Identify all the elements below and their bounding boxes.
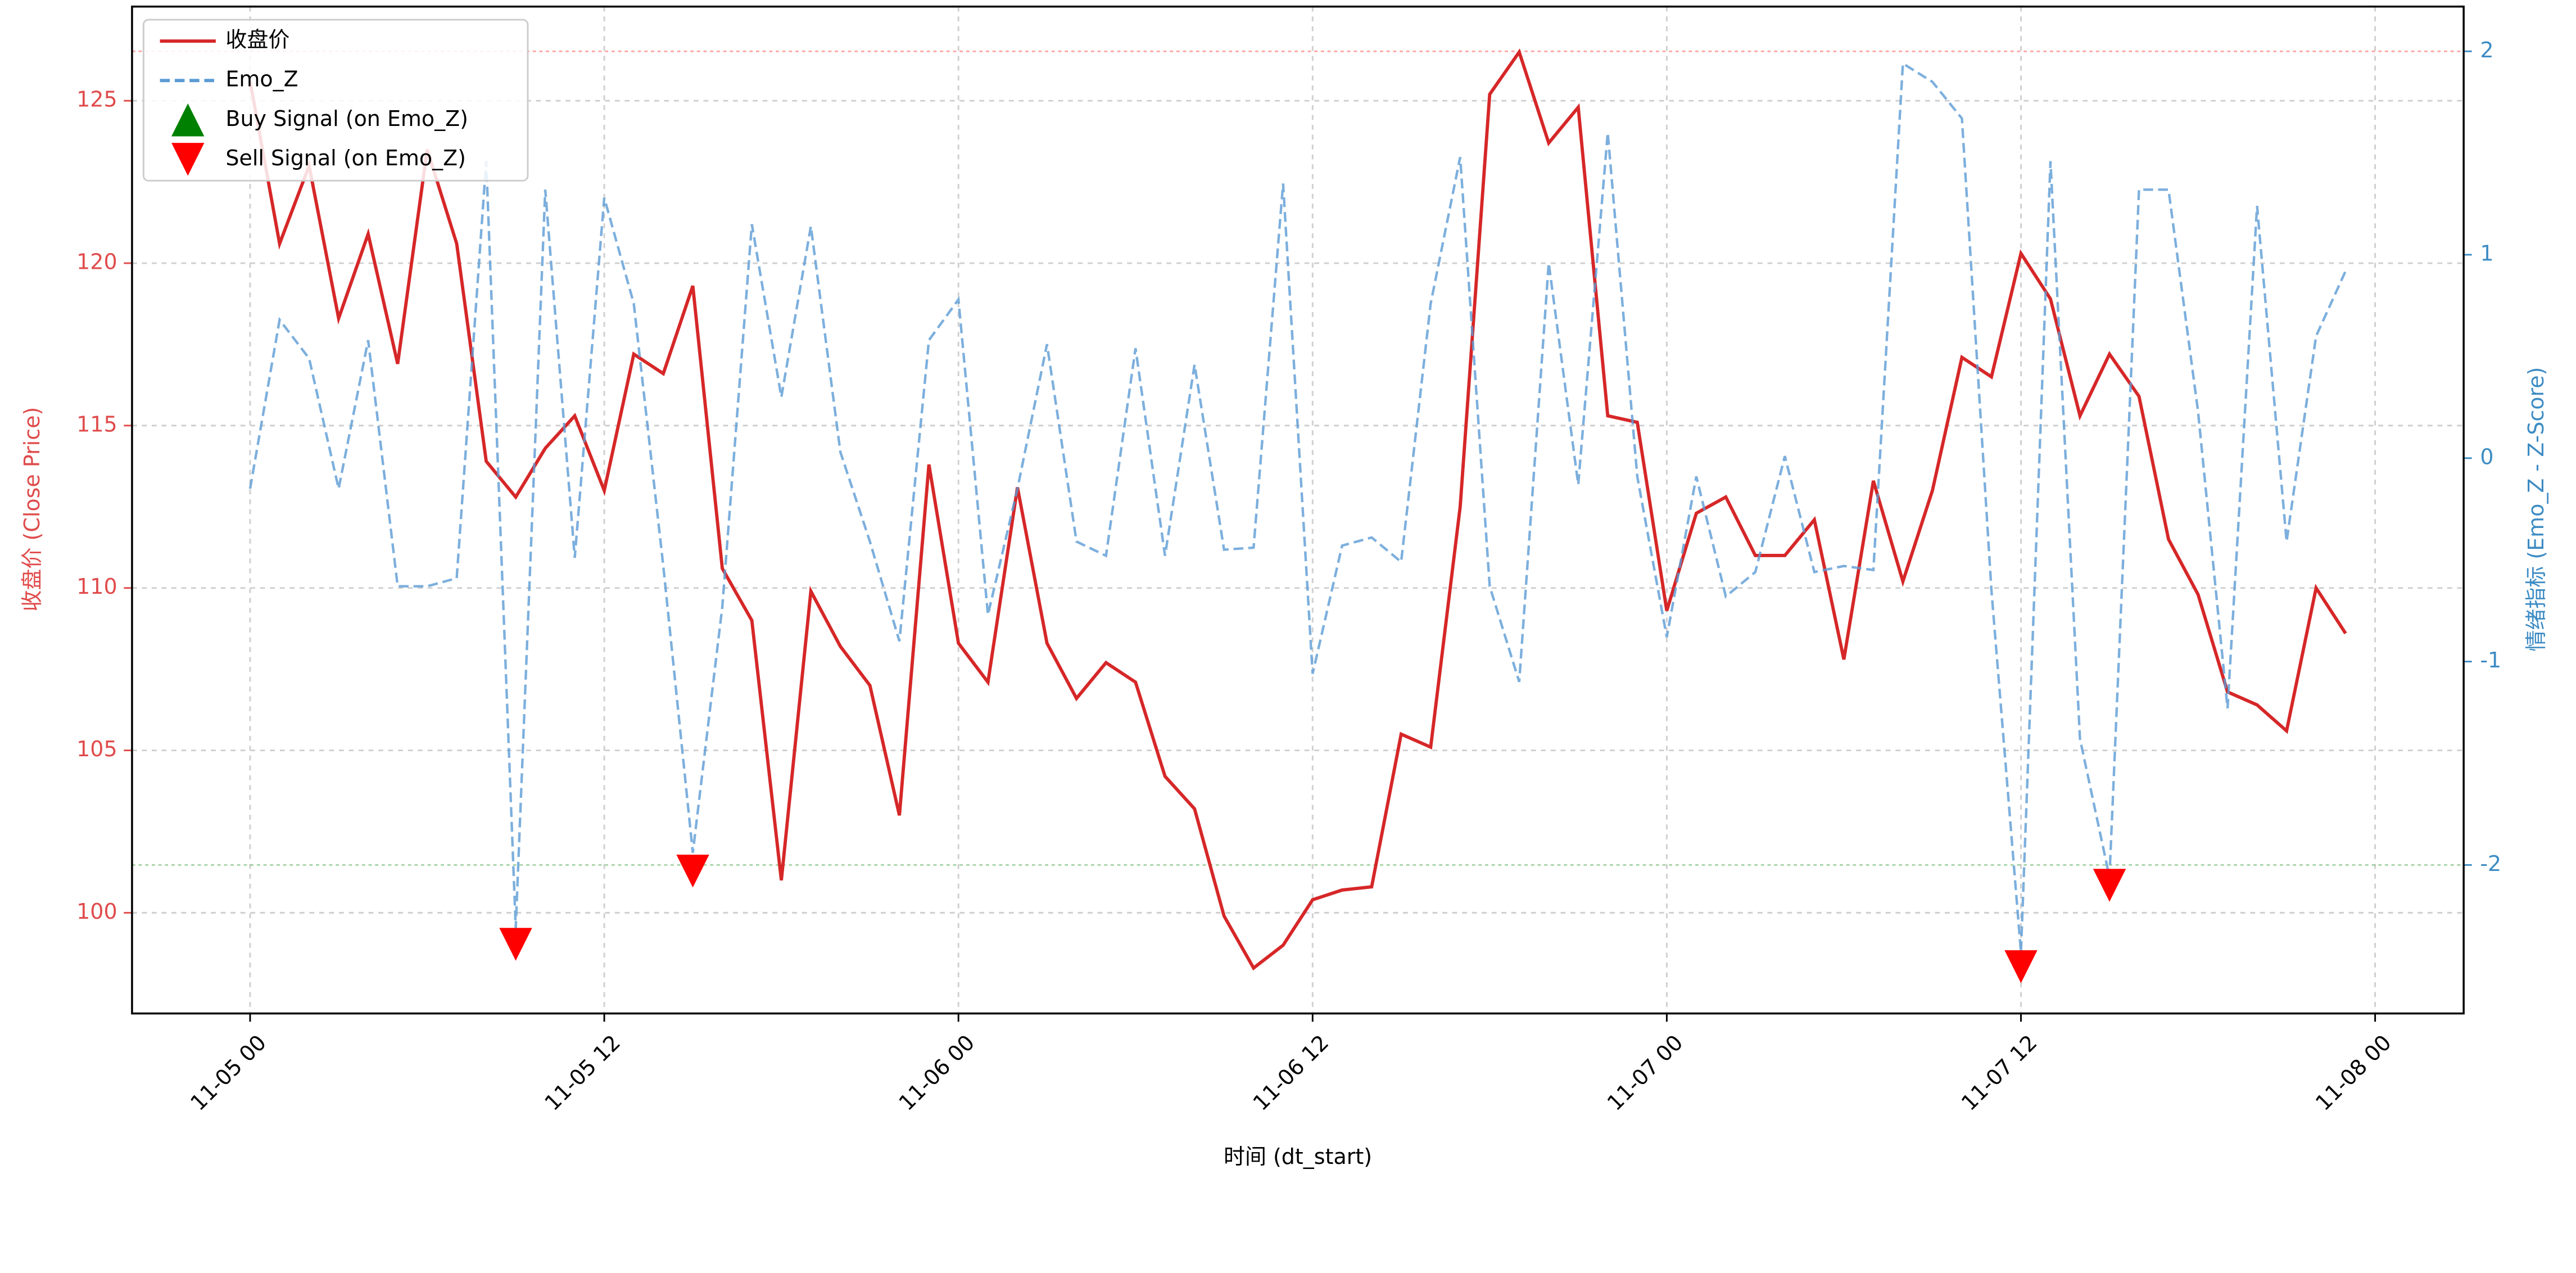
legend-swatch bbox=[171, 103, 205, 137]
y2-tick-label: -1 bbox=[2480, 648, 2501, 672]
y2-tick-label: 2 bbox=[2480, 38, 2493, 62]
signal-marker bbox=[2004, 950, 2038, 983]
signal-marker bbox=[676, 854, 709, 888]
series-line bbox=[248, 61, 2347, 953]
y-tick-label: 100 bbox=[76, 899, 117, 924]
legend-label: Buy Signal (on Emo_Z) bbox=[225, 106, 468, 131]
legend-box bbox=[142, 19, 529, 182]
legend-label: 收盘价 bbox=[225, 28, 289, 52]
y-tick-label: 115 bbox=[76, 412, 117, 436]
signal-marker bbox=[2093, 869, 2126, 902]
y2-tick-label: -2 bbox=[2480, 851, 2501, 876]
legend-label: Sell Signal (on Emo_Z) bbox=[225, 146, 466, 170]
y-tick-label: 110 bbox=[76, 574, 117, 599]
plot-frame bbox=[131, 5, 2465, 1015]
y-tick-label: 105 bbox=[76, 737, 117, 761]
legend-swatch bbox=[171, 143, 205, 176]
y2-axis-label: 情绪指标 (Emo_Z - Z-Score) bbox=[2524, 367, 2548, 652]
y-tick-label: 125 bbox=[76, 87, 117, 112]
signal-marker bbox=[499, 928, 532, 961]
y2-tick-label: 1 bbox=[2480, 241, 2493, 266]
y-axis-label: 收盘价 (Close Price) bbox=[20, 407, 44, 612]
series-line bbox=[248, 48, 2347, 970]
y-tick-label: 120 bbox=[76, 250, 117, 274]
y2-tick-label: 0 bbox=[2480, 444, 2493, 469]
x-axis-label: 时间 (dt_start) bbox=[1224, 1144, 1372, 1169]
legend-label: Emo_Z bbox=[225, 67, 298, 92]
